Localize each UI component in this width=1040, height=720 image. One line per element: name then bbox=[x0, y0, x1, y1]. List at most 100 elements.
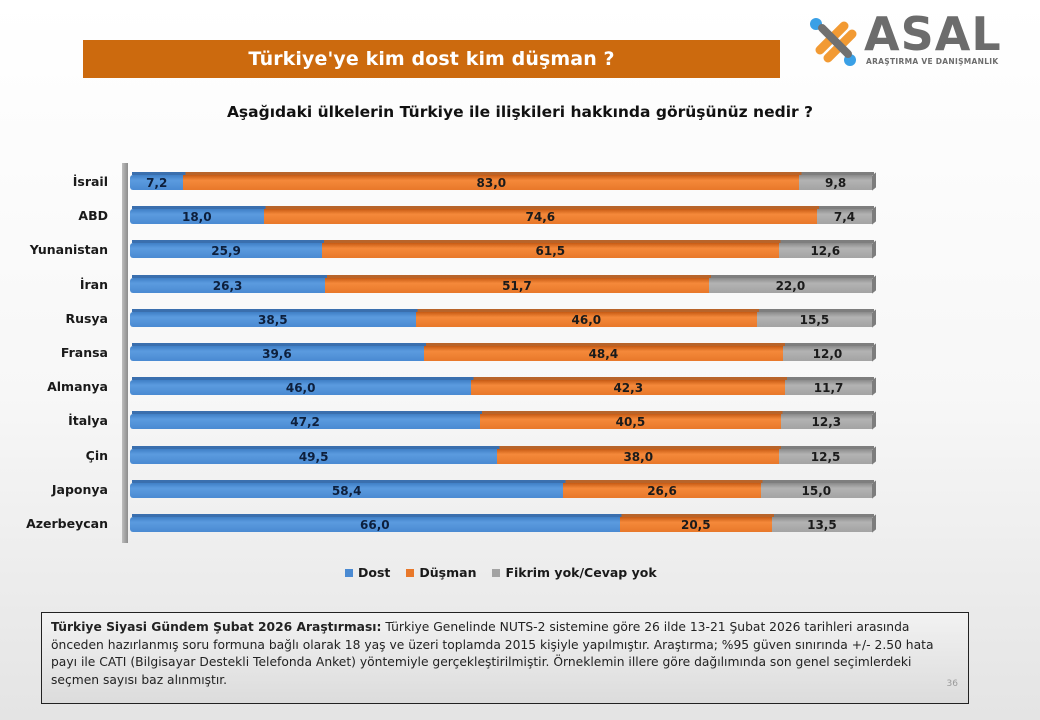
bar-row: 58,4 26,6 15,0 bbox=[130, 483, 872, 498]
y-axis bbox=[122, 163, 128, 543]
category-label: Rusya bbox=[65, 311, 108, 326]
bar-end-face bbox=[872, 309, 876, 328]
bar-top-face bbox=[132, 446, 874, 449]
bar-row: 49,5 38,0 12,5 bbox=[130, 449, 872, 464]
note-heading: Türkiye Siyasi Gündem Şubat 2026 Araştır… bbox=[51, 620, 382, 634]
bar-segment-fikrim: 12,6 bbox=[778, 243, 872, 258]
bar-segment-dusman: 26,6 bbox=[563, 483, 761, 498]
bar-top-face bbox=[132, 275, 874, 278]
data-label: 15,0 bbox=[801, 483, 832, 498]
bar-segment-dost: 26,3 bbox=[130, 278, 326, 293]
bar-end-face bbox=[872, 343, 876, 362]
title-bar: Türkiye'ye kim dost kim düşman ? bbox=[83, 40, 780, 78]
data-label: 22,0 bbox=[775, 278, 806, 293]
category-label: ABD bbox=[78, 208, 108, 223]
bar-row: 7,2 83,0 9,8 bbox=[130, 175, 872, 190]
bar-segment-dusman: 40,5 bbox=[480, 414, 781, 429]
bar-segment-dost: 18,0 bbox=[130, 209, 264, 224]
data-label: 46,0 bbox=[285, 380, 316, 395]
bar-segment-dost: 66,0 bbox=[130, 517, 620, 532]
bar-top-face bbox=[132, 172, 874, 175]
bar-segment-dusman: 74,6 bbox=[263, 209, 818, 224]
legend-swatch-fikrim bbox=[492, 568, 501, 577]
legend-swatch-dost bbox=[345, 568, 353, 577]
legend-item-dusman: Düşman bbox=[406, 565, 476, 580]
data-label: 25,9 bbox=[211, 243, 241, 258]
bar-row: 25,9 61,5 12,6 bbox=[130, 243, 872, 258]
bar-segment-dusman: 51,7 bbox=[325, 278, 709, 293]
note-body: Türkiye Genelinde NUTS-2 sistemine göre … bbox=[51, 620, 934, 687]
bar-row: 39,6 48,4 12,0 bbox=[130, 346, 872, 361]
category-label: Çin bbox=[85, 448, 108, 463]
bar-row: 66,0 20,5 13,5 bbox=[130, 517, 872, 532]
category-label: Japonya bbox=[51, 482, 108, 497]
legend-item-fikrim: Fikrim yok/Cevap yok bbox=[492, 565, 657, 580]
data-label: 18,0 bbox=[181, 209, 212, 224]
category-label: Fransa bbox=[60, 345, 108, 360]
bar-segment-dost: 25,9 bbox=[130, 243, 323, 258]
data-label: 66,0 bbox=[360, 517, 390, 532]
data-label: 58,4 bbox=[331, 483, 362, 498]
bar-segment-fikrim: 15,0 bbox=[760, 483, 872, 498]
bar-top-face bbox=[132, 377, 874, 380]
bar-end-face bbox=[872, 514, 876, 533]
bar-segment-dost: 58,4 bbox=[130, 483, 564, 498]
methodology-note: Türkiye Siyasi Gündem Şubat 2026 Araştır… bbox=[41, 612, 969, 704]
data-label: 12,5 bbox=[810, 449, 841, 464]
chart-legend: Dost Düşman Fikrim yok/Cevap yok bbox=[345, 565, 657, 580]
data-label: 20,5 bbox=[680, 517, 711, 532]
data-label: 9,8 bbox=[825, 175, 847, 190]
bar-segment-fikrim: 12,0 bbox=[782, 346, 872, 361]
bar-row: 46,0 42,3 11,7 bbox=[130, 380, 872, 395]
data-label: 12,3 bbox=[811, 414, 842, 429]
data-label: 7,2 bbox=[146, 175, 168, 190]
bar-top-face bbox=[132, 480, 874, 483]
bar-segment-dost: 49,5 bbox=[130, 449, 498, 464]
bar-segment-dusman: 38,0 bbox=[497, 449, 780, 464]
data-label: 46,0 bbox=[571, 312, 602, 327]
bar-top-face bbox=[132, 309, 874, 312]
asal-logo: ASAL ARAŞTIRMA VE DANIŞMANLIK bbox=[806, 8, 1001, 70]
bar-top-face bbox=[132, 343, 874, 346]
asal-logo-mark-icon bbox=[810, 18, 857, 66]
data-label: 49,5 bbox=[298, 449, 329, 464]
logo-wordmark: ASAL bbox=[864, 7, 1002, 61]
category-label: İtalya bbox=[68, 413, 108, 428]
chart-title: Aşağıdaki ülkelerin Türkiye ile ilişkile… bbox=[226, 103, 814, 121]
bar-end-face bbox=[872, 275, 876, 294]
bar-end-face bbox=[872, 206, 876, 225]
bar-segment-fikrim: 11,7 bbox=[785, 380, 872, 395]
bar-segment-dusman: 61,5 bbox=[322, 243, 779, 258]
bar-segment-dusman: 83,0 bbox=[183, 175, 800, 190]
bar-segment-fikrim: 7,4 bbox=[817, 209, 872, 224]
bar-segment-dost: 38,5 bbox=[130, 312, 416, 327]
bar-segment-fikrim: 9,8 bbox=[799, 175, 872, 190]
legend-swatch-dusman bbox=[406, 568, 415, 577]
bar-segment-dusman: 20,5 bbox=[619, 517, 772, 532]
bar-segment-dusman: 46,0 bbox=[415, 312, 757, 327]
bar-segment-fikrim: 15,5 bbox=[756, 312, 872, 327]
data-label: 83,0 bbox=[476, 175, 507, 190]
category-label: Yunanistan bbox=[29, 242, 108, 257]
bar-end-face bbox=[872, 240, 876, 259]
category-label: İsrail bbox=[72, 174, 108, 189]
bar-segment-dost: 7,2 bbox=[130, 175, 184, 190]
page-number: 36 bbox=[946, 678, 958, 689]
bar-segment-fikrim: 13,5 bbox=[771, 517, 872, 532]
bar-end-face bbox=[872, 172, 876, 191]
legend-label: Fikrim yok/Cevap yok bbox=[505, 565, 657, 580]
data-label: 48,4 bbox=[588, 346, 619, 361]
page-title: Türkiye'ye kim dost kim düşman ? bbox=[248, 48, 615, 70]
bar-end-face bbox=[872, 411, 876, 430]
legend-label: Dost bbox=[358, 565, 391, 580]
category-label: İran bbox=[79, 277, 108, 292]
data-label: 61,5 bbox=[535, 243, 566, 258]
data-label: 26,3 bbox=[212, 278, 243, 293]
bar-top-face bbox=[132, 240, 874, 243]
bar-top-face bbox=[132, 514, 874, 517]
bar-segment-dusman: 42,3 bbox=[471, 380, 786, 395]
bar-segment-fikrim: 12,3 bbox=[780, 414, 872, 429]
legend-item-dost: Dost bbox=[345, 565, 390, 580]
data-label: 15,5 bbox=[799, 312, 830, 327]
data-label: 7,4 bbox=[833, 209, 856, 224]
